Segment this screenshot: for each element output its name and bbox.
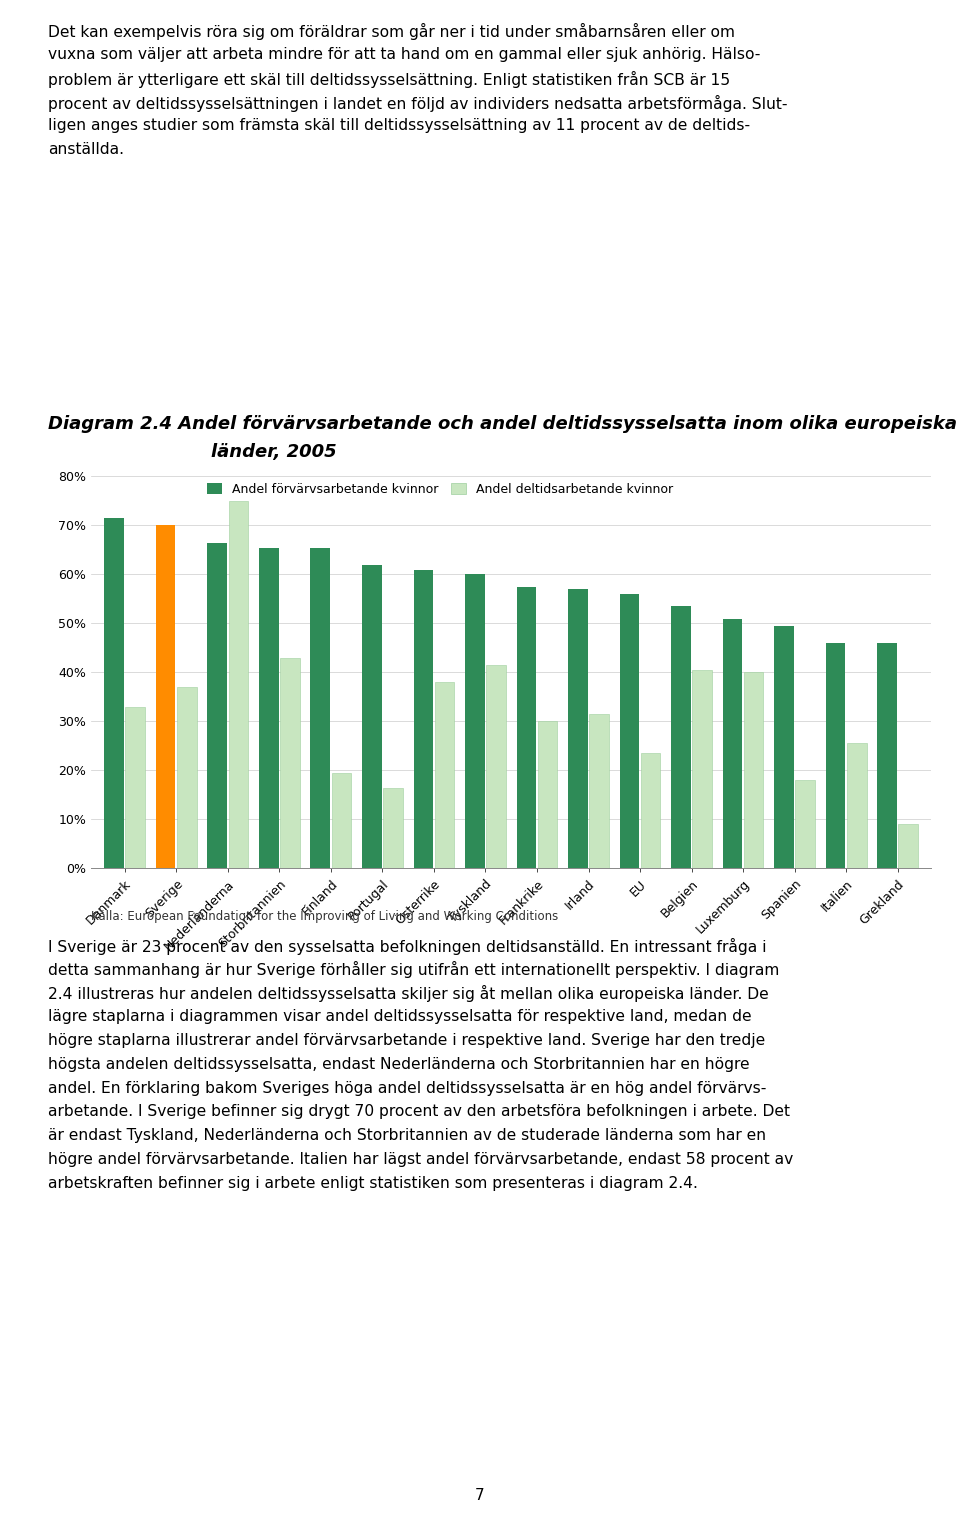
Bar	[228, 501, 248, 868]
Text: högre staplarna illustrerar andel förvärvsarbetande i respektive land. Sverige h: högre staplarna illustrerar andel förvär…	[48, 1033, 765, 1048]
Text: problem är ytterligare ett skäl till deltidssysselsättning. Enligt statistiken f: problem är ytterligare ett skäl till del…	[48, 71, 731, 88]
Bar	[362, 564, 381, 868]
Bar	[877, 642, 897, 868]
Text: procent av deltidssysselsättningen i landet en följd av individers nedsatta arbe: procent av deltidssysselsättningen i lan…	[48, 94, 787, 112]
Bar	[589, 715, 609, 868]
Bar	[126, 707, 145, 868]
Bar	[619, 593, 639, 868]
Text: länder, 2005: länder, 2005	[211, 443, 337, 461]
Bar	[310, 547, 330, 868]
Bar	[435, 682, 454, 868]
Bar	[105, 518, 124, 868]
Text: 7: 7	[475, 1488, 485, 1503]
Bar	[723, 618, 742, 868]
Text: arbetande. I Sverige befinner sig drygt 70 procent av den arbetsföra befolkninge: arbetande. I Sverige befinner sig drygt …	[48, 1104, 790, 1119]
Text: detta sammanhang är hur Sverige förhåller sig utifrån ett internationellt perspe: detta sammanhang är hur Sverige förhålle…	[48, 962, 780, 979]
Text: är endast Tyskland, Nederländerna och Storbritannien av de studerade länderna so: är endast Tyskland, Nederländerna och St…	[48, 1128, 766, 1144]
Bar	[775, 626, 794, 868]
Bar	[744, 673, 763, 868]
Bar	[331, 773, 351, 868]
Bar	[796, 781, 815, 868]
Text: andel. En förklaring bakom Sveriges höga andel deltidssysselsatta är en hög ande: andel. En förklaring bakom Sveriges höga…	[48, 1081, 766, 1096]
Bar	[259, 547, 278, 868]
Bar	[207, 543, 227, 868]
Bar	[671, 606, 691, 868]
Text: Källa: European Foundation for the Improving of Living and Working Conditions: Källa: European Foundation for the Impro…	[91, 910, 559, 922]
Text: arbetskraften befinner sig i arbete enligt statistiken som presenteras i diagram: arbetskraften befinner sig i arbete enli…	[48, 1176, 698, 1191]
Text: högre andel förvärvsarbetande. Italien har lägst andel förvärvsarbetande, endast: högre andel förvärvsarbetande. Italien h…	[48, 1153, 793, 1167]
Text: I Sverige är 23 procent av den sysselsatta befolkningen deltidsanställd. En intr: I Sverige är 23 procent av den sysselsat…	[48, 938, 766, 954]
Text: högsta andelen deltidssysselsatta, endast Nederländerna och Storbritannien har e: högsta andelen deltidssysselsatta, endas…	[48, 1057, 750, 1071]
Bar	[641, 753, 660, 868]
Bar	[899, 824, 918, 868]
Bar	[465, 575, 485, 868]
Bar	[486, 666, 506, 868]
Text: anställda.: anställda.	[48, 143, 124, 157]
Bar	[177, 687, 197, 868]
Bar	[280, 658, 300, 868]
Bar	[383, 787, 403, 868]
Legend: Andel förvärvsarbetande kvinnor, Andel deltidsarbetande kvinnor: Andel förvärvsarbetande kvinnor, Andel d…	[206, 483, 673, 496]
Bar	[826, 642, 846, 868]
Text: ligen anges studier som främsta skäl till deltidssysselsättning av 11 procent av: ligen anges studier som främsta skäl til…	[48, 118, 750, 134]
Bar	[692, 670, 712, 868]
Text: Diagram 2.4 Andel förvärvsarbetande och andel deltidssysselsatta inom olika euro: Diagram 2.4 Andel förvärvsarbetande och …	[48, 415, 957, 433]
Text: 2.4 illustreras hur andelen deltidssysselsatta skiljer sig åt mellan olika europ: 2.4 illustreras hur andelen deltidssysse…	[48, 985, 769, 1002]
Bar	[156, 526, 176, 868]
Bar	[538, 721, 558, 868]
Bar	[847, 744, 867, 868]
Bar	[568, 589, 588, 868]
Bar	[414, 570, 433, 868]
Bar	[516, 587, 537, 868]
Text: Det kan exempelvis röra sig om föräldrar som går ner i tid under småbarnsåren el: Det kan exempelvis röra sig om föräldrar…	[48, 23, 735, 40]
Text: lägre staplarna i diagrammen visar andel deltidssysselsatta för respektive land,: lägre staplarna i diagrammen visar andel…	[48, 1008, 752, 1024]
Text: vuxna som väljer att arbeta mindre för att ta hand om en gammal eller sjuk anhör: vuxna som väljer att arbeta mindre för a…	[48, 46, 760, 61]
